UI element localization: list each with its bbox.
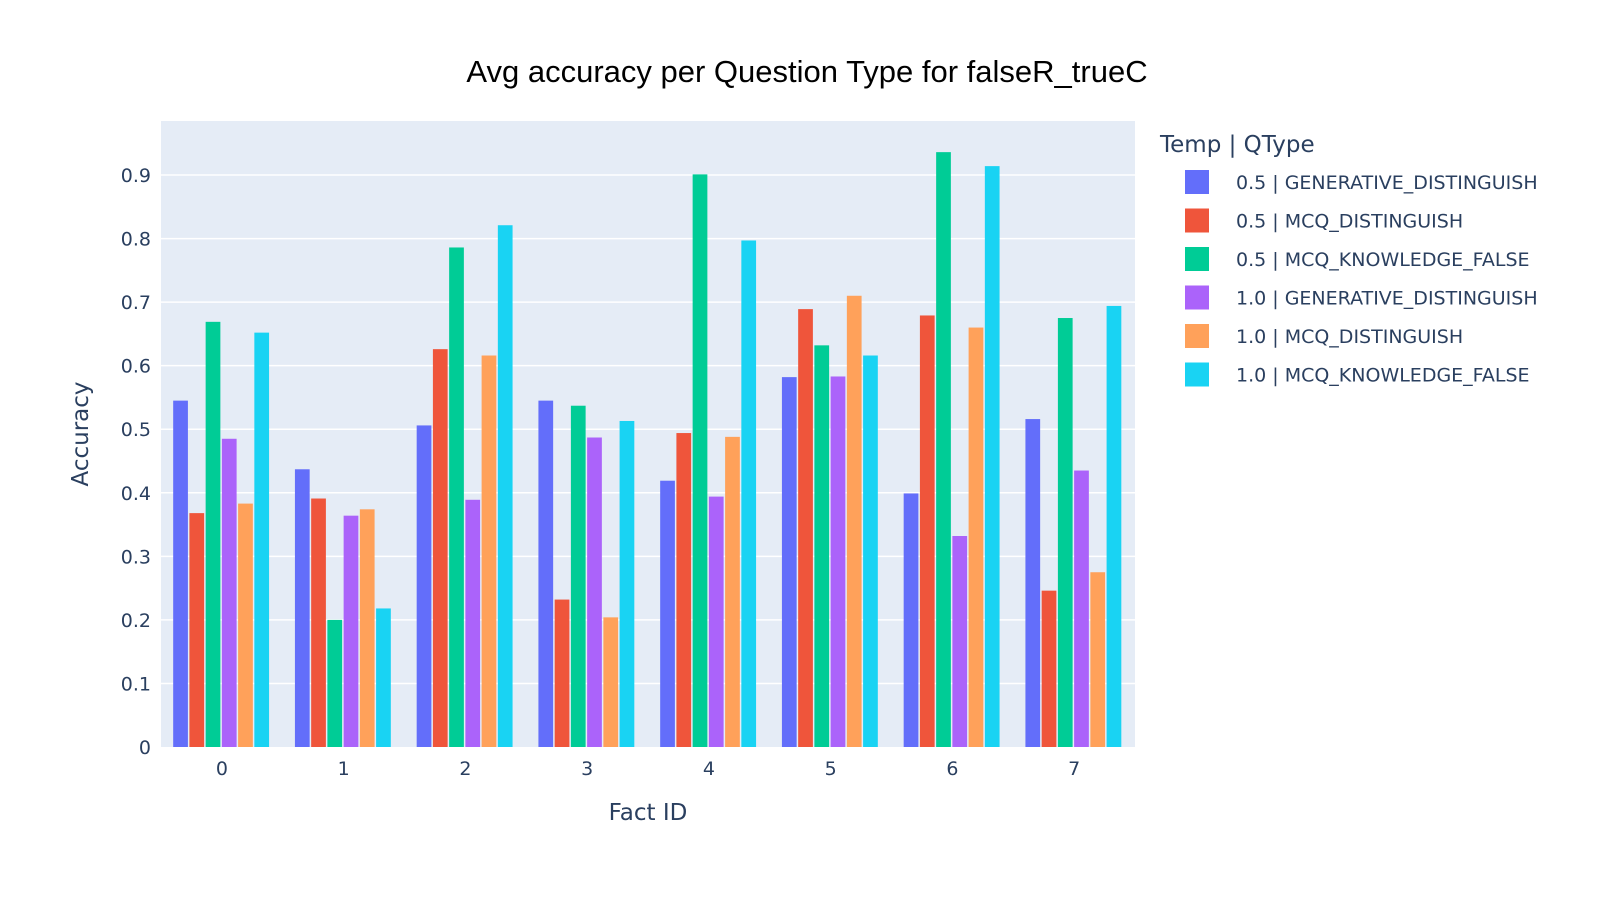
bar-fact-5-series-4 [846, 295, 862, 747]
bar-fact-3-series-4 [603, 617, 619, 747]
x-tick-labels: 0 1 2 3 4 5 6 7 [216, 758, 1080, 780]
y-tick-labels: 0 0.1 0.2 0.3 0.4 0.5 0.6 0.7 0.8 0.9 [121, 165, 151, 759]
bar-fact-1-series-4 [359, 509, 375, 747]
bar-fact-1-series-5 [376, 608, 391, 747]
legend-title: Temp | QType [1159, 132, 1315, 158]
bar-fact-5-series-5 [863, 355, 878, 747]
legend-entry: 0.5 | MCQ_DISTINGUISH [1236, 211, 1463, 233]
y-tick-label: 0.7 [121, 292, 151, 314]
y-tick-label: 0.8 [121, 229, 151, 251]
bar-fact-6-series-2 [936, 152, 951, 747]
x-tick-label: 7 [1068, 758, 1080, 780]
x-axis-label: Fact ID [609, 800, 688, 826]
bar-fact-1-series-0 [294, 469, 310, 747]
x-tick-label: 2 [459, 758, 471, 780]
legend-entry: 1.0 | MCQ_DISTINGUISH [1236, 326, 1463, 348]
bar-fact-3-series-2 [570, 405, 586, 747]
bar-fact-4-series-4 [725, 436, 740, 747]
bar-fact-0-series-1 [189, 513, 205, 747]
bar-fact-1-series-2 [327, 619, 343, 747]
bar-fact-0-series-4 [238, 503, 253, 747]
x-tick-label: 1 [338, 758, 350, 780]
y-axis-label: Accuracy [68, 381, 94, 486]
legend-swatch [1185, 247, 1209, 271]
y-tick-label: 0.3 [121, 546, 151, 568]
legend-swatch [1185, 285, 1209, 310]
y-tick-label: 0.9 [121, 165, 151, 187]
bar-fact-7-series-1 [1041, 590, 1057, 747]
legend-swatch [1185, 362, 1209, 387]
x-tick-label: 5 [825, 758, 837, 780]
y-tick-label: 0.2 [121, 610, 151, 632]
bar-fact-6-series-1 [919, 315, 935, 747]
bar-fact-6-series-3 [952, 536, 968, 747]
y-tick-label: 0.1 [121, 673, 151, 695]
bar-fact-6-series-0 [903, 493, 919, 747]
bar-fact-0-series-5 [254, 332, 270, 747]
x-tick-label: 0 [216, 758, 228, 780]
chart-title: Avg accuracy per Question Type for false… [466, 54, 1147, 89]
bar-fact-2-series-2 [449, 247, 464, 747]
y-tick-label: 0.4 [121, 483, 151, 505]
legend-entry: 0.5 | GENERATIVE_DISTINGUISH [1236, 172, 1538, 194]
bar-fact-4-series-3 [708, 496, 724, 747]
bar-fact-7-series-5 [1106, 305, 1122, 747]
bar-fact-3-series-3 [587, 437, 602, 747]
bar-fact-3-series-1 [554, 599, 570, 747]
bar-fact-4-series-2 [692, 174, 708, 747]
bar-fact-3-series-5 [619, 420, 635, 747]
bar-fact-6-series-5 [984, 166, 1000, 747]
bar-fact-0-series-0 [173, 400, 188, 747]
x-tick-label: 3 [581, 758, 593, 780]
bar-fact-2-series-3 [465, 499, 481, 747]
bar-fact-1-series-3 [343, 515, 359, 747]
bar-fact-7-series-0 [1025, 419, 1041, 747]
bar-fact-5-series-3 [830, 376, 846, 747]
bar-fact-4-series-1 [676, 433, 692, 747]
legend-entry: 0.5 | MCQ_KNOWLEDGE_FALSE [1236, 249, 1530, 271]
bar-fact-0-series-2 [205, 321, 221, 747]
bar-fact-7-series-2 [1057, 318, 1073, 747]
bar-fact-4-series-5 [741, 240, 757, 748]
y-tick-label: 0.6 [121, 356, 151, 378]
legend-swatch [1185, 324, 1209, 348]
y-tick-label: 0 [139, 737, 151, 759]
bar-fact-6-series-4 [968, 327, 984, 747]
bars [173, 152, 1122, 748]
legend: Temp | QType 0.5 | GENERATIVE_DISTINGUIS… [1159, 132, 1538, 387]
legend-entry: 1.0 | GENERATIVE_DISTINGUISH [1236, 288, 1538, 310]
bar-fact-7-series-3 [1074, 470, 1089, 747]
bar-fact-5-series-1 [798, 309, 813, 747]
bar-fact-2-series-4 [481, 355, 497, 747]
x-tick-label: 4 [703, 758, 715, 780]
bar-fact-3-series-0 [538, 400, 554, 747]
y-tick-label: 0.5 [121, 419, 151, 441]
bar-fact-5-series-2 [814, 345, 830, 747]
bar-fact-5-series-0 [781, 377, 797, 747]
x-tick-label: 6 [946, 758, 958, 780]
bar-fact-7-series-4 [1090, 572, 1106, 747]
bar-fact-2-series-5 [497, 225, 513, 748]
legend-swatch [1185, 208, 1209, 233]
bar-fact-2-series-0 [416, 425, 432, 747]
bar-fact-0-series-3 [221, 438, 237, 747]
bar-fact-4-series-0 [660, 480, 675, 747]
bar-fact-2-series-1 [432, 349, 448, 747]
legend-entry: 1.0 | MCQ_KNOWLEDGE_FALSE [1236, 365, 1530, 387]
legend-swatch [1185, 170, 1209, 194]
bar-fact-1-series-1 [311, 498, 326, 747]
